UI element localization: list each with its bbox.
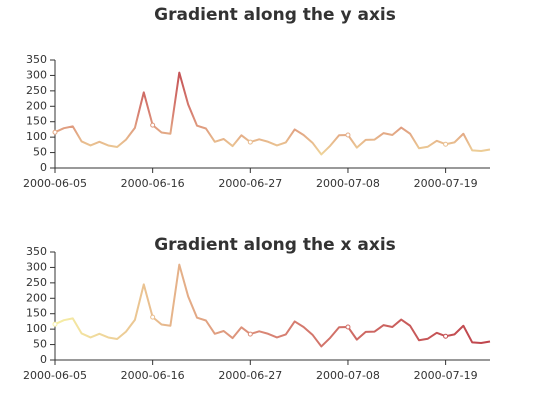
point bbox=[247, 331, 253, 337]
point bbox=[150, 122, 156, 128]
y-tick-label: 0 bbox=[40, 353, 47, 366]
point bbox=[52, 321, 58, 327]
y-tick-label: 0 bbox=[40, 161, 47, 174]
y-tick-label: 350 bbox=[26, 245, 47, 258]
y-tick-label: 50 bbox=[33, 146, 47, 159]
point bbox=[443, 333, 449, 339]
y-tick-label: 250 bbox=[26, 276, 47, 289]
point bbox=[345, 324, 351, 330]
point bbox=[345, 132, 351, 138]
x-tick-label: 2000-06-16 bbox=[121, 369, 185, 382]
x-tick-label: 2000-07-19 bbox=[414, 369, 478, 382]
x-tick-label: 2000-06-05 bbox=[23, 177, 87, 190]
y-tick-label: 100 bbox=[26, 130, 47, 143]
chart-title: Gradient along the y axis bbox=[154, 5, 396, 25]
point bbox=[52, 129, 58, 135]
x-tick-label: 2000-06-27 bbox=[218, 369, 282, 382]
line bbox=[54, 263, 491, 348]
y-tick-label: 100 bbox=[26, 322, 47, 335]
line bbox=[54, 71, 491, 156]
point bbox=[247, 139, 253, 145]
y-tick-label: 150 bbox=[26, 307, 47, 320]
y-tick-label: 300 bbox=[26, 68, 47, 81]
x-tick-label: 2000-07-19 bbox=[414, 177, 478, 190]
x-tick-label: 2000-06-05 bbox=[23, 369, 87, 382]
y-tick-label: 350 bbox=[26, 53, 47, 66]
y-tick-label: 200 bbox=[26, 291, 47, 304]
chart-title: Gradient along the x axis bbox=[154, 235, 396, 255]
y-tick-label: 250 bbox=[26, 84, 47, 97]
y-tick-label: 150 bbox=[26, 115, 47, 128]
x-tick-label: 2000-06-27 bbox=[218, 177, 282, 190]
x-tick-label: 2000-06-16 bbox=[121, 177, 185, 190]
y-tick-label: 300 bbox=[26, 260, 47, 273]
point bbox=[443, 141, 449, 147]
point bbox=[150, 314, 156, 320]
x-tick-label: 2000-07-08 bbox=[316, 369, 380, 382]
y-tick-label: 200 bbox=[26, 99, 47, 112]
y-tick-label: 50 bbox=[33, 338, 47, 351]
x-tick-label: 2000-07-08 bbox=[316, 177, 380, 190]
